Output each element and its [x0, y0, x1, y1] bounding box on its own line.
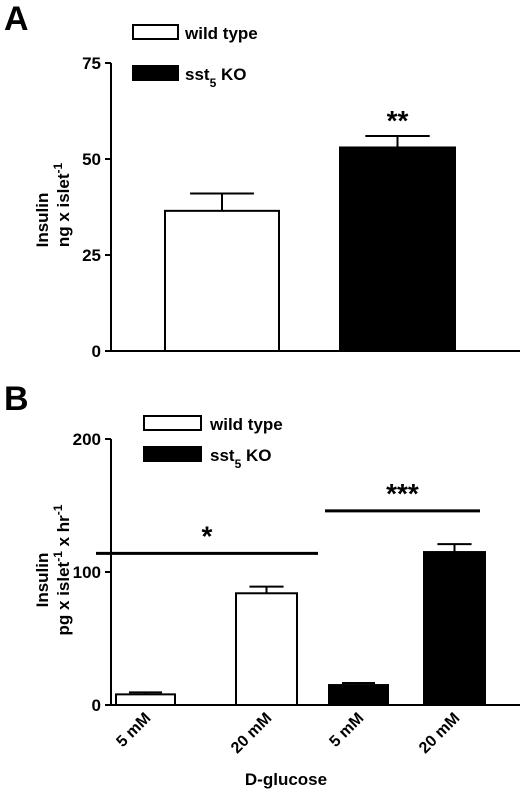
y-tick-label: 200	[73, 430, 101, 449]
panel-b-bars: ****	[96, 478, 486, 707]
y-tick-label: 50	[82, 150, 101, 169]
legend-swatch-wild-type	[143, 415, 202, 431]
legend-label-wild-type: wild type	[209, 415, 283, 434]
y-tick-label: 100	[73, 563, 101, 582]
panel-a-y-label: Insulin ng x islet-1	[33, 162, 73, 247]
bar	[164, 209, 280, 352]
legend-label-wild-type: wild type	[184, 24, 258, 43]
legend-label-sst5-ko: sst5 KO	[185, 65, 247, 90]
significance-marker: ***	[386, 478, 419, 509]
y-tick-label: 25	[82, 246, 101, 265]
panel-b-y-label: Insulin pg x islet-1 x hr-1	[33, 504, 73, 635]
x-category-label: 5 mM	[113, 710, 154, 751]
legend-swatch-sst5-ko	[143, 446, 202, 462]
panel-a-ylabel-line1: Insulin	[33, 193, 52, 248]
legend-swatch-sst5-ko	[132, 65, 179, 81]
x-category-label: 5 mM	[326, 710, 367, 751]
y-tick-label: 0	[92, 696, 101, 715]
significance-marker: *	[202, 520, 213, 551]
panel-a: A 0 25 50 75 Insulin ng x islet-1 wild type…	[4, 0, 520, 361]
x-category-label: 20 mM	[416, 710, 463, 757]
x-category-label: 20 mM	[228, 710, 275, 757]
y-tick-label: 75	[82, 54, 101, 73]
panel-b-x-label: D-glucose	[245, 770, 327, 789]
panel-a-bars: **	[164, 105, 456, 352]
panel-a-ylabel-line2: ng x islet-1	[51, 162, 73, 247]
panel-a-letter: A	[4, 0, 29, 38]
panel-b: B 0 100 200 Insulin pg x islet-1 x hr-1 wi…	[4, 380, 520, 789]
panel-b-category-labels: 5 mM 20 mM 5 mM 20 mM	[113, 710, 463, 757]
bar	[328, 684, 389, 706]
panel-b-legend: wild type sst5 KO	[143, 415, 283, 471]
panel-b-ylabel-line2: pg x islet-1 x hr-1	[51, 504, 73, 635]
panel-b-y-axis: 0 100 200	[73, 430, 520, 715]
bar	[423, 551, 486, 706]
significance-marker: **	[387, 105, 409, 136]
legend-label-sst5-ko: sst5 KO	[210, 446, 272, 471]
bar	[115, 693, 176, 706]
panel-a-legend: wild type sst5 KO	[132, 24, 258, 90]
panel-b-letter: B	[4, 380, 29, 418]
bar	[235, 592, 298, 707]
panel-b-ylabel-line1: Insulin	[33, 553, 52, 608]
bar	[339, 146, 456, 352]
y-tick-label: 0	[92, 342, 101, 361]
legend-swatch-wild-type	[132, 24, 179, 40]
